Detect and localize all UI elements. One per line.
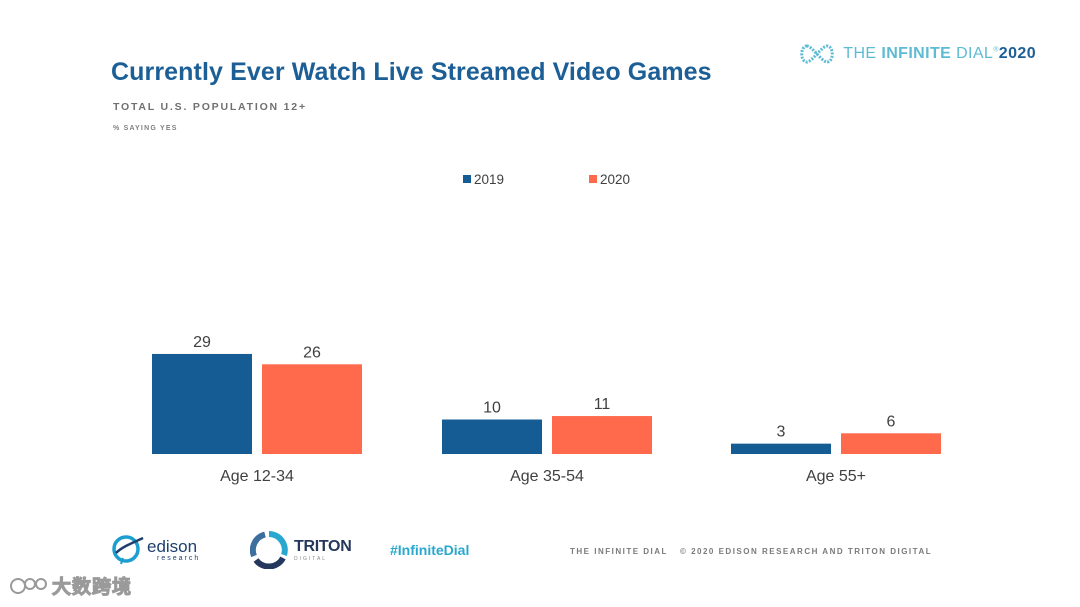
edison-logo: edison research bbox=[111, 530, 200, 570]
data-label-2020-2: 6 bbox=[887, 413, 896, 430]
brand-dial: DIAL bbox=[951, 45, 994, 62]
triton-name: TRITON bbox=[294, 538, 352, 555]
data-label-2020-0: 26 bbox=[303, 344, 321, 361]
triton-mark-icon bbox=[250, 531, 288, 569]
bar-2019-0 bbox=[152, 353, 252, 454]
chart-note: % SAYING YES bbox=[113, 125, 178, 132]
chart-title: Currently Ever Watch Live Streamed Video… bbox=[111, 58, 712, 86]
bar-2020-2 bbox=[841, 433, 941, 454]
bar-2019-2 bbox=[731, 443, 831, 454]
credit-right: © 2020 EDISON RESEARCH AND TRITON DIGITA… bbox=[679, 547, 933, 556]
watermark-text: 大数跨境 bbox=[51, 577, 133, 599]
legend-swatch-2019 bbox=[463, 175, 471, 183]
triton-sub: DIGITAL bbox=[294, 556, 328, 562]
brand-the: THE bbox=[843, 45, 882, 62]
data-label-2019-0: 29 bbox=[193, 334, 211, 351]
bar-2019-1 bbox=[442, 419, 542, 454]
edison-mark-icon bbox=[112, 535, 144, 565]
x-tick-label-0: Age 12-34 bbox=[220, 468, 294, 485]
bar-2020-0 bbox=[262, 364, 362, 454]
triton-logo: TRITON DIGITAL bbox=[250, 530, 352, 570]
bar-chart: 29 26 Age 12-34 10 11 Age 35-54 3 6 Age 55+ 2019 2… bbox=[152, 172, 941, 485]
watermark-logo-icon bbox=[10, 577, 47, 594]
data-label-2020-1: 11 bbox=[594, 396, 611, 413]
brand-text: THE INFINITE DIAL®2020 bbox=[843, 45, 1036, 63]
legend-label-2019: 2019 bbox=[474, 172, 504, 187]
footer-credit: THE INFINITE DIAL © 2020 EDISON RESEARCH … bbox=[570, 547, 932, 556]
watermark: 大数跨境 bbox=[8, 572, 132, 599]
x-tick-label-1: Age 35-54 bbox=[510, 468, 584, 485]
brand-trademark: ® bbox=[993, 46, 999, 54]
edison-name: edison bbox=[147, 537, 198, 556]
brand-infinite: INFINITE bbox=[881, 45, 952, 62]
infinite-dial-brand: THE INFINITE DIAL®2020 bbox=[797, 42, 1036, 66]
edison-sub: research bbox=[157, 555, 201, 562]
data-label-2019-2: 3 bbox=[777, 424, 786, 441]
data-label-2019-1: 10 bbox=[483, 400, 501, 417]
brand-year: 2020 bbox=[998, 45, 1036, 62]
hashtag-link[interactable]: #InfiniteDial bbox=[390, 542, 470, 558]
infinity-icon bbox=[800, 44, 835, 64]
bar-2020-1 bbox=[552, 416, 652, 454]
x-tick-label-2: Age 55+ bbox=[806, 468, 866, 485]
credit-left: THE INFINITE DIAL bbox=[570, 547, 668, 556]
legend-label-2020: 2020 bbox=[600, 172, 630, 187]
chart-subtitle: TOTAL U.S. POPULATION 12+ bbox=[113, 101, 307, 113]
legend-swatch-2020 bbox=[589, 175, 597, 183]
